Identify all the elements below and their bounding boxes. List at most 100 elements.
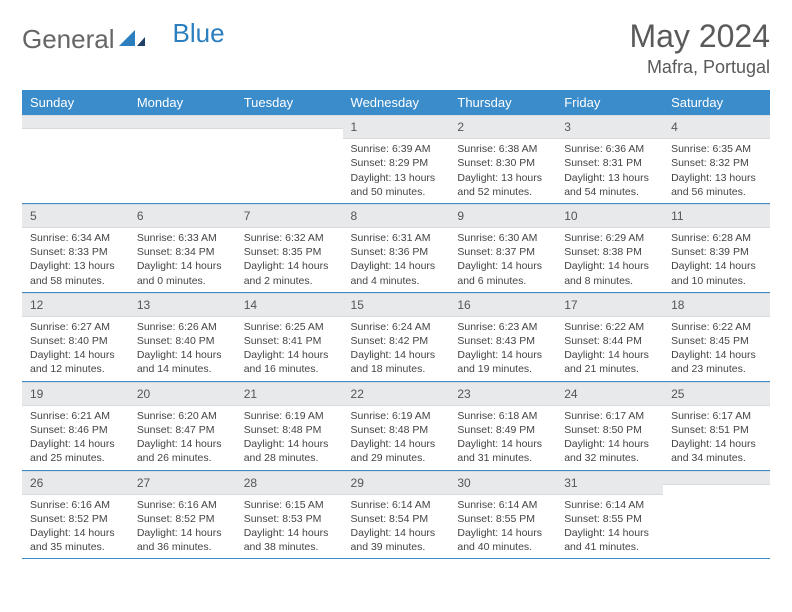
day-detail-line: Sunset: 8:41 PM	[244, 334, 335, 348]
weekday-header: Thursday	[449, 90, 556, 115]
day-number: 23	[449, 382, 556, 406]
day-detail-line: Daylight: 14 hours	[351, 348, 442, 362]
weekday-header: Monday	[129, 90, 236, 115]
day-details: Sunrise: 6:38 AMSunset: 8:30 PMDaylight:…	[449, 139, 556, 203]
day-detail-line: and 54 minutes.	[564, 185, 655, 199]
day-detail-line: Sunrise: 6:36 AM	[564, 142, 655, 156]
calendar-week-row: 26Sunrise: 6:16 AMSunset: 8:52 PMDayligh…	[22, 470, 770, 559]
calendar-day-cell: 18Sunrise: 6:22 AMSunset: 8:45 PMDayligh…	[663, 292, 770, 381]
day-detail-line: Sunrise: 6:25 AM	[244, 320, 335, 334]
calendar-day-cell: 29Sunrise: 6:14 AMSunset: 8:54 PMDayligh…	[343, 470, 450, 559]
day-number: 4	[663, 115, 770, 139]
day-number	[236, 115, 343, 129]
day-detail-line: Sunset: 8:47 PM	[137, 423, 228, 437]
day-detail-line: Daylight: 14 hours	[564, 526, 655, 540]
day-details: Sunrise: 6:25 AMSunset: 8:41 PMDaylight:…	[236, 317, 343, 381]
day-number: 9	[449, 204, 556, 228]
day-number	[663, 471, 770, 485]
day-detail-line: Sunset: 8:46 PM	[30, 423, 121, 437]
day-number: 3	[556, 115, 663, 139]
day-number: 27	[129, 471, 236, 495]
day-number: 6	[129, 204, 236, 228]
day-detail-line: and 50 minutes.	[351, 185, 442, 199]
day-detail-line: and 36 minutes.	[137, 540, 228, 554]
day-number: 20	[129, 382, 236, 406]
calendar-day-cell: 3Sunrise: 6:36 AMSunset: 8:31 PMDaylight…	[556, 115, 663, 203]
day-detail-line: Daylight: 14 hours	[457, 526, 548, 540]
day-details: Sunrise: 6:17 AMSunset: 8:50 PMDaylight:…	[556, 406, 663, 470]
calendar-week-row: 5Sunrise: 6:34 AMSunset: 8:33 PMDaylight…	[22, 203, 770, 292]
day-detail-line: and 19 minutes.	[457, 362, 548, 376]
day-details: Sunrise: 6:14 AMSunset: 8:55 PMDaylight:…	[556, 495, 663, 559]
day-detail-line: Daylight: 14 hours	[671, 259, 762, 273]
day-details: Sunrise: 6:18 AMSunset: 8:49 PMDaylight:…	[449, 406, 556, 470]
calendar-day-cell: 22Sunrise: 6:19 AMSunset: 8:48 PMDayligh…	[343, 381, 450, 470]
day-detail-line: Sunrise: 6:16 AM	[137, 498, 228, 512]
day-number: 5	[22, 204, 129, 228]
day-detail-line: Sunset: 8:29 PM	[351, 156, 442, 170]
day-number: 18	[663, 293, 770, 317]
day-detail-line: and 40 minutes.	[457, 540, 548, 554]
day-detail-line: Sunrise: 6:15 AM	[244, 498, 335, 512]
day-detail-line: Sunset: 8:52 PM	[30, 512, 121, 526]
day-detail-line: Sunset: 8:55 PM	[457, 512, 548, 526]
title-block: May 2024 Mafra, Portugal	[629, 18, 770, 78]
day-details: Sunrise: 6:39 AMSunset: 8:29 PMDaylight:…	[343, 139, 450, 203]
day-details: Sunrise: 6:27 AMSunset: 8:40 PMDaylight:…	[22, 317, 129, 381]
day-detail-line: Sunset: 8:49 PM	[457, 423, 548, 437]
day-detail-line: Daylight: 14 hours	[351, 437, 442, 451]
day-details: Sunrise: 6:29 AMSunset: 8:38 PMDaylight:…	[556, 228, 663, 292]
day-details: Sunrise: 6:19 AMSunset: 8:48 PMDaylight:…	[236, 406, 343, 470]
calendar-day-cell: 14Sunrise: 6:25 AMSunset: 8:41 PMDayligh…	[236, 292, 343, 381]
day-detail-line: and 38 minutes.	[244, 540, 335, 554]
day-detail-line: Daylight: 14 hours	[137, 437, 228, 451]
day-detail-line: Sunset: 8:48 PM	[244, 423, 335, 437]
calendar-day-cell: 4Sunrise: 6:35 AMSunset: 8:32 PMDaylight…	[663, 115, 770, 203]
day-number: 26	[22, 471, 129, 495]
calendar-week-row: 12Sunrise: 6:27 AMSunset: 8:40 PMDayligh…	[22, 292, 770, 381]
day-detail-line: Sunset: 8:45 PM	[671, 334, 762, 348]
day-number: 2	[449, 115, 556, 139]
day-details: Sunrise: 6:21 AMSunset: 8:46 PMDaylight:…	[22, 406, 129, 470]
day-number: 24	[556, 382, 663, 406]
day-detail-line: and 32 minutes.	[564, 451, 655, 465]
day-detail-line: Daylight: 14 hours	[30, 526, 121, 540]
day-detail-line: Sunrise: 6:16 AM	[30, 498, 121, 512]
day-detail-line: Daylight: 14 hours	[137, 526, 228, 540]
calendar-week-row: 1Sunrise: 6:39 AMSunset: 8:29 PMDaylight…	[22, 115, 770, 203]
calendar-day-cell: 27Sunrise: 6:16 AMSunset: 8:52 PMDayligh…	[129, 470, 236, 559]
day-detail-line: Sunset: 8:39 PM	[671, 245, 762, 259]
calendar-day-cell: 9Sunrise: 6:30 AMSunset: 8:37 PMDaylight…	[449, 203, 556, 292]
day-detail-line: Sunset: 8:54 PM	[351, 512, 442, 526]
day-detail-line: Sunrise: 6:28 AM	[671, 231, 762, 245]
day-detail-line: Sunrise: 6:14 AM	[457, 498, 548, 512]
day-number: 22	[343, 382, 450, 406]
day-number: 21	[236, 382, 343, 406]
day-detail-line: Sunrise: 6:23 AM	[457, 320, 548, 334]
day-detail-line: Sunrise: 6:34 AM	[30, 231, 121, 245]
day-detail-line: Daylight: 14 hours	[457, 437, 548, 451]
day-number: 12	[22, 293, 129, 317]
calendar-day-cell: 13Sunrise: 6:26 AMSunset: 8:40 PMDayligh…	[129, 292, 236, 381]
day-details: Sunrise: 6:14 AMSunset: 8:55 PMDaylight:…	[449, 495, 556, 559]
weekday-header: Saturday	[663, 90, 770, 115]
calendar-day-cell: 5Sunrise: 6:34 AMSunset: 8:33 PMDaylight…	[22, 203, 129, 292]
day-number: 10	[556, 204, 663, 228]
day-detail-line: Sunrise: 6:32 AM	[244, 231, 335, 245]
day-detail-line: Daylight: 13 hours	[30, 259, 121, 273]
day-detail-line: Daylight: 14 hours	[564, 348, 655, 362]
day-detail-line: Sunrise: 6:33 AM	[137, 231, 228, 245]
day-details: Sunrise: 6:19 AMSunset: 8:48 PMDaylight:…	[343, 406, 450, 470]
day-detail-line: Daylight: 14 hours	[137, 259, 228, 273]
day-number: 31	[556, 471, 663, 495]
day-detail-line: Sunrise: 6:14 AM	[564, 498, 655, 512]
day-number	[22, 115, 129, 129]
day-detail-line: Sunset: 8:37 PM	[457, 245, 548, 259]
day-detail-line: Sunset: 8:32 PM	[671, 156, 762, 170]
calendar-day-cell	[663, 470, 770, 559]
calendar-day-cell: 8Sunrise: 6:31 AMSunset: 8:36 PMDaylight…	[343, 203, 450, 292]
day-detail-line: Sunset: 8:55 PM	[564, 512, 655, 526]
calendar-day-cell: 20Sunrise: 6:20 AMSunset: 8:47 PMDayligh…	[129, 381, 236, 470]
logo-text-blue: Blue	[173, 20, 225, 46]
calendar-day-cell: 1Sunrise: 6:39 AMSunset: 8:29 PMDaylight…	[343, 115, 450, 203]
